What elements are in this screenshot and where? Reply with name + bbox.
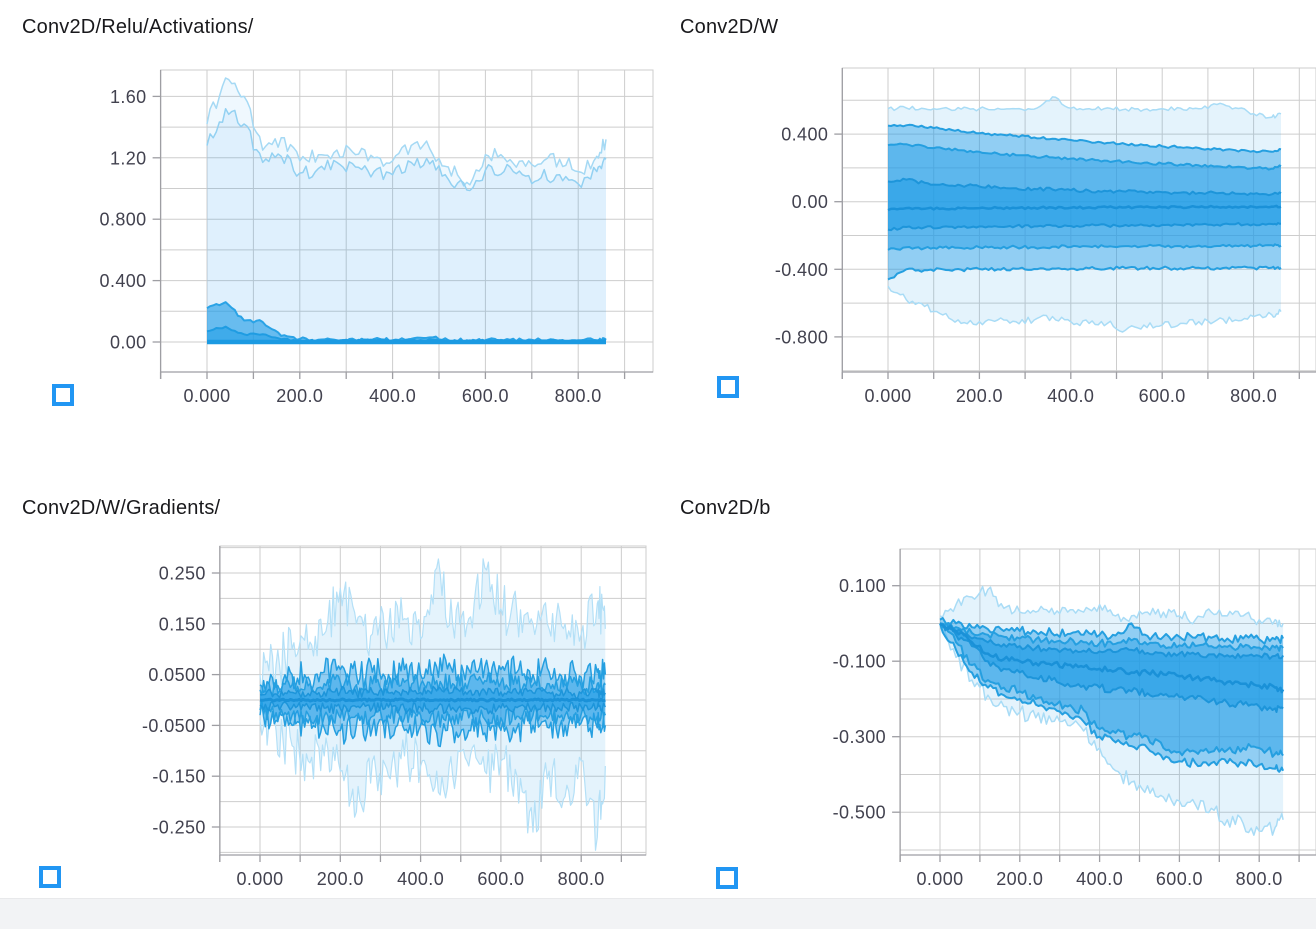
distribution-bands [259, 558, 607, 851]
y-tick-label: -0.500 [833, 803, 886, 823]
x-tick-label: 400.0 [1047, 386, 1094, 406]
median-line [887, 204, 1282, 212]
x-tick-label: 200.0 [276, 386, 323, 406]
y-tick-label: 0.00 [792, 192, 829, 212]
fullscreen-expand-button[interactable] [716, 867, 738, 889]
axes [152, 70, 653, 379]
y-tick-label: 1.60 [110, 87, 147, 107]
chart-card-weights: 0.400 0.00 -0.400 -0.800 0.000 200.0 400.0 600.… [658, 0, 1316, 464]
axes [211, 546, 646, 862]
x-tick-label: 200.0 [996, 869, 1043, 889]
axes [834, 68, 1316, 379]
gradients-distribution-plot: 0.250 0.150 0.0500 -0.0500 -0.150 -0.250 0.000… [142, 545, 647, 890]
chart-card-activations: 1.60 1.20 0.800 0.400 0.00 0.000 200.0 400.0 600… [0, 0, 658, 464]
y-tick-label: 0.250 [159, 564, 206, 584]
x-tick-label: 600.0 [477, 869, 524, 889]
fullscreen-expand-button[interactable] [717, 376, 739, 398]
x-tick-label: 600.0 [462, 386, 509, 406]
fullscreen-icon [717, 376, 730, 389]
y-tick-label: 0.100 [839, 576, 886, 596]
fullscreen-icon [61, 393, 74, 406]
y-tick-label: 0.00 [110, 333, 147, 353]
x-tick-label: 400.0 [369, 386, 416, 406]
fullscreen-icon [48, 875, 61, 888]
fullscreen-icon [52, 393, 65, 406]
median-line [939, 622, 1285, 694]
distribution-bands [887, 96, 1282, 333]
fullscreen-icon [39, 875, 52, 888]
weights-distribution-plot: 0.400 0.00 -0.400 -0.800 0.000 200.0 400.0 600.… [775, 67, 1316, 406]
x-tick-label: 200.0 [956, 386, 1003, 406]
y-tick-label: 0.400 [100, 271, 147, 291]
chart-title-gradients: Conv2D/W/Gradients/ [22, 497, 221, 519]
y-tick-label: 0.400 [781, 125, 828, 145]
chart-card-bias: 0.100 -0.100 -0.300 -0.500 0.000 200.0 400.0 60… [658, 464, 1316, 928]
x-tick-label: 0.000 [916, 869, 963, 889]
y-tick-label: -0.400 [775, 260, 828, 280]
y-tick-label: -0.100 [833, 652, 886, 672]
distribution-bands [206, 77, 607, 345]
x-tick-label: 200.0 [317, 869, 364, 889]
fullscreen-icon [716, 867, 729, 880]
chart-title-bias: Conv2D/b [680, 497, 771, 519]
y-tick-label: 1.20 [110, 148, 147, 168]
x-tick-label: 800.0 [555, 386, 602, 406]
fullscreen-icon [48, 866, 61, 879]
chart-title-weights: Conv2D/W [680, 16, 779, 38]
x-tick-label: 400.0 [397, 869, 444, 889]
fullscreen-icon [716, 876, 729, 889]
y-tick-label: -0.300 [833, 727, 886, 747]
distribution-bands [939, 585, 1285, 836]
y-tick-label: 0.0500 [148, 665, 205, 685]
fullscreen-icon [726, 385, 739, 398]
y-tick-label: -0.250 [152, 818, 205, 838]
y-tick-label: -0.800 [775, 327, 828, 347]
fullscreen-icon [717, 385, 730, 398]
x-tick-label: 0.000 [864, 386, 911, 406]
x-tick-label: 0.000 [183, 386, 230, 406]
y-tick-label: 0.150 [159, 614, 206, 634]
fullscreen-icon [725, 867, 738, 880]
bias-distribution-plot: 0.100 -0.100 -0.300 -0.500 0.000 200.0 400.0 60… [833, 548, 1316, 889]
x-tick-label: 0.000 [236, 869, 283, 889]
fullscreen-icon [726, 376, 739, 389]
fullscreen-icon [52, 384, 65, 397]
fullscreen-expand-button[interactable] [52, 384, 74, 406]
y-tick-label: -0.0500 [142, 716, 206, 736]
x-tick-label: 600.0 [1156, 869, 1203, 889]
fullscreen-icon [39, 866, 52, 879]
y-tick-label: -0.150 [152, 767, 205, 787]
median-line [259, 697, 606, 703]
fullscreen-expand-button[interactable] [39, 866, 61, 888]
x-tick-label: 800.0 [558, 869, 605, 889]
x-tick-label: 400.0 [1076, 869, 1123, 889]
x-tick-label: 800.0 [1236, 869, 1283, 889]
x-tick-label: 800.0 [1230, 386, 1277, 406]
fullscreen-icon [725, 876, 738, 889]
axes [892, 549, 1316, 862]
tick-labels: 0.400 0.00 -0.400 -0.800 0.000 200.0 400.0 600.… [775, 125, 1277, 406]
chart-title-activations: Conv2D/Relu/Activations/ [22, 16, 254, 38]
chart-card-gradients: 0.250 0.150 0.0500 -0.0500 -0.150 -0.250 0.000… [0, 464, 658, 928]
tick-labels: 1.60 1.20 0.800 0.400 0.00 0.000 200.0 400.0 600… [100, 87, 602, 406]
fullscreen-icon [61, 384, 74, 397]
tick-labels: 0.250 0.150 0.0500 -0.0500 -0.150 -0.250 0.000… [142, 564, 605, 890]
tick-labels: 0.100 -0.100 -0.300 -0.500 0.000 200.0 400.0 60… [833, 576, 1283, 889]
activations-distribution-plot: 1.60 1.20 0.800 0.400 0.00 0.000 200.0 400.0 600… [100, 69, 654, 406]
y-tick-label: 0.800 [100, 210, 147, 230]
x-tick-label: 600.0 [1139, 386, 1186, 406]
bottom-strip [0, 898, 1316, 929]
